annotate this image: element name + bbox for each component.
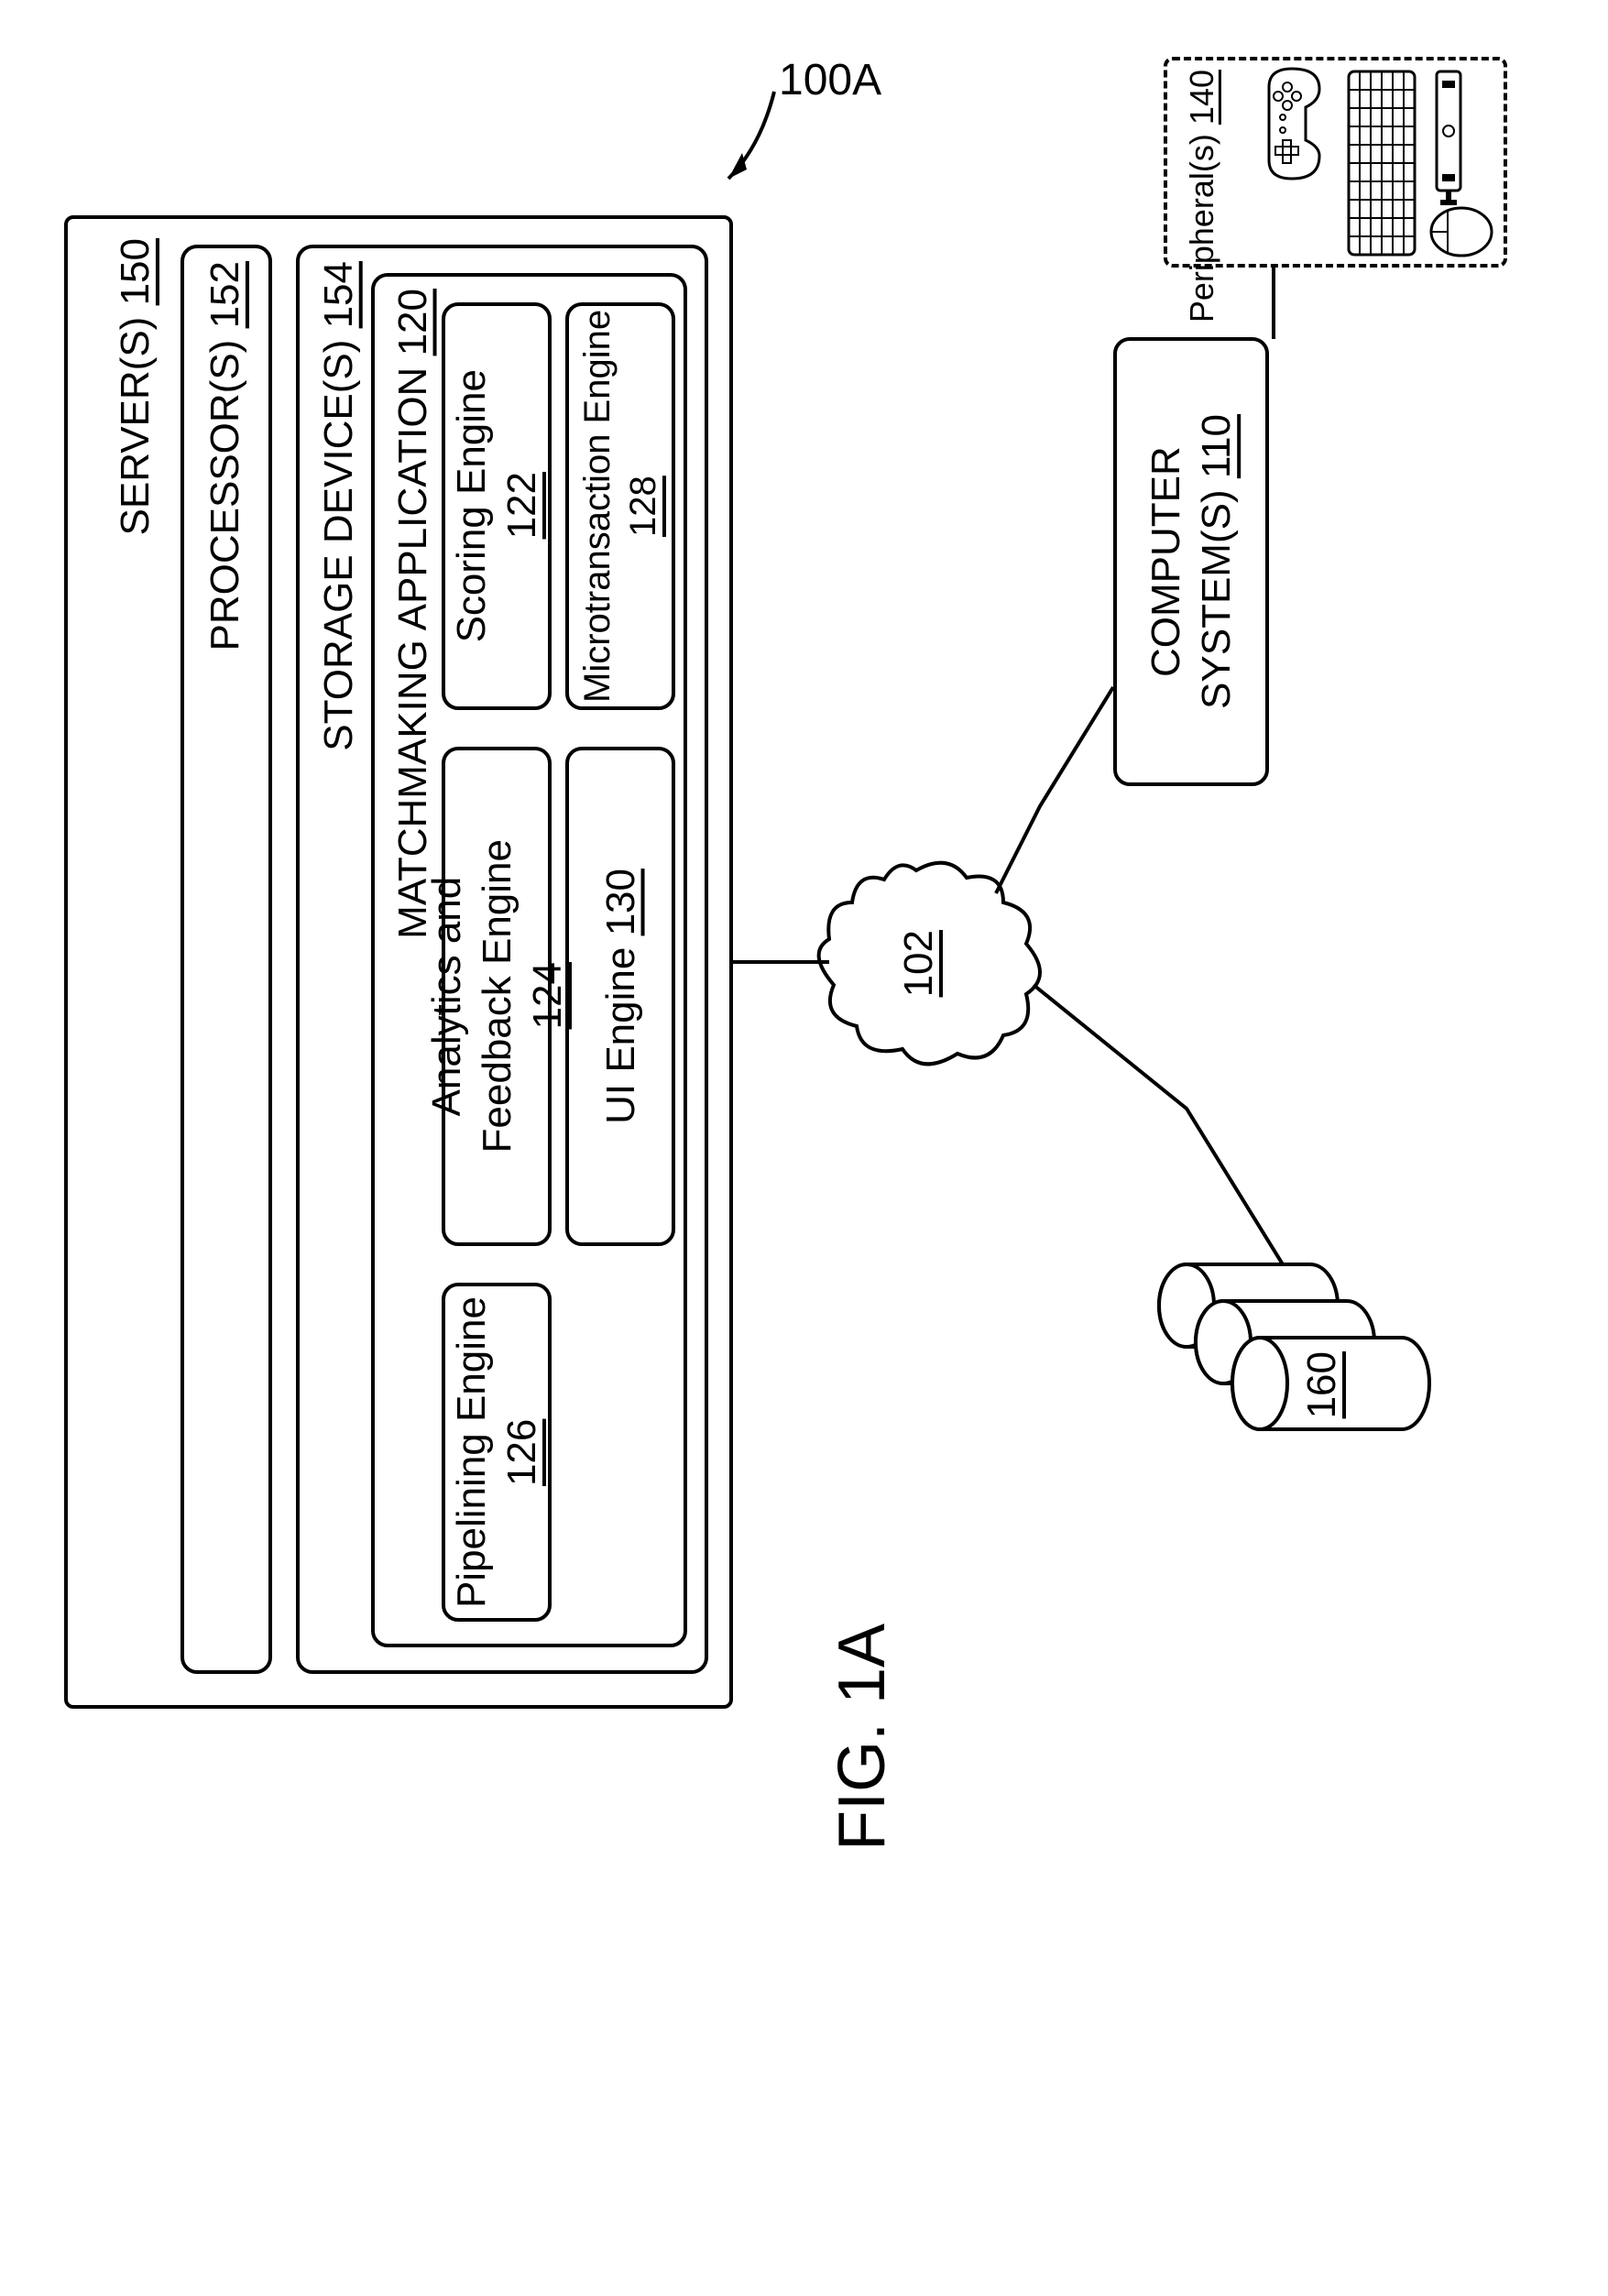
database-label: 160 [1296, 1351, 1347, 1423]
database-ref: 160 [1299, 1351, 1344, 1418]
figure-caption: FIG. 1A [825, 1624, 900, 1851]
